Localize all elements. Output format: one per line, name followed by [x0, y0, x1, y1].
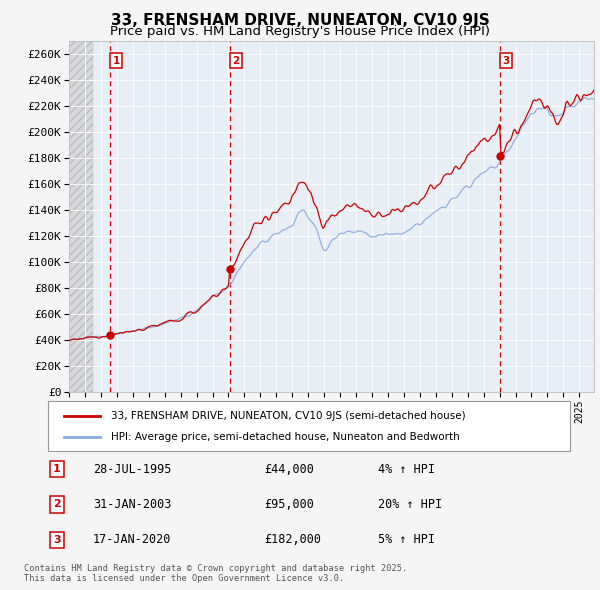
- Text: £182,000: £182,000: [264, 533, 321, 546]
- Text: 31-JAN-2003: 31-JAN-2003: [93, 498, 172, 511]
- Text: 1: 1: [53, 464, 61, 474]
- FancyBboxPatch shape: [48, 401, 570, 451]
- Text: £95,000: £95,000: [264, 498, 314, 511]
- Text: 4% ↑ HPI: 4% ↑ HPI: [378, 463, 435, 476]
- Text: £44,000: £44,000: [264, 463, 314, 476]
- Text: 3: 3: [503, 56, 510, 66]
- Text: Price paid vs. HM Land Registry's House Price Index (HPI): Price paid vs. HM Land Registry's House …: [110, 25, 490, 38]
- Text: 5% ↑ HPI: 5% ↑ HPI: [378, 533, 435, 546]
- Text: HPI: Average price, semi-detached house, Nuneaton and Bedworth: HPI: Average price, semi-detached house,…: [110, 432, 460, 442]
- Text: 28-JUL-1995: 28-JUL-1995: [93, 463, 172, 476]
- Text: 1: 1: [112, 56, 119, 66]
- Text: 2: 2: [53, 500, 61, 509]
- Text: 17-JAN-2020: 17-JAN-2020: [93, 533, 172, 546]
- Text: 3: 3: [53, 535, 61, 545]
- Bar: [69, 41, 93, 392]
- Text: Contains HM Land Registry data © Crown copyright and database right 2025.
This d: Contains HM Land Registry data © Crown c…: [24, 563, 407, 583]
- Text: 20% ↑ HPI: 20% ↑ HPI: [378, 498, 442, 511]
- Text: 2: 2: [232, 56, 239, 66]
- Text: 33, FRENSHAM DRIVE, NUNEATON, CV10 9JS: 33, FRENSHAM DRIVE, NUNEATON, CV10 9JS: [110, 13, 490, 28]
- Text: 33, FRENSHAM DRIVE, NUNEATON, CV10 9JS (semi-detached house): 33, FRENSHAM DRIVE, NUNEATON, CV10 9JS (…: [110, 411, 465, 421]
